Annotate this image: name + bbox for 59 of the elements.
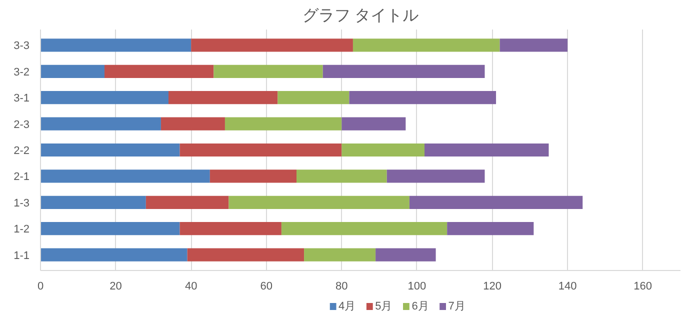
x-tick-label: 100 <box>408 280 426 292</box>
bar <box>224 117 342 130</box>
x-tick-label: 140 <box>558 280 577 292</box>
bar <box>180 222 282 236</box>
bar <box>146 196 229 209</box>
x-tick-label: 0 <box>37 280 44 292</box>
bar <box>386 170 485 183</box>
y-tick-label: 1-2 <box>14 224 30 236</box>
x-tick-label: 120 <box>483 280 502 292</box>
bar <box>40 143 180 157</box>
bar <box>104 64 214 78</box>
bar <box>349 91 496 104</box>
bar <box>278 91 350 104</box>
bar <box>214 64 323 78</box>
bar <box>40 91 168 104</box>
bar <box>40 64 104 78</box>
legend-label: 5月 <box>375 300 392 312</box>
bar <box>168 91 278 104</box>
bar <box>160 117 225 130</box>
bar <box>180 143 342 157</box>
bar <box>322 64 485 78</box>
x-tick-label: 60 <box>260 280 273 292</box>
bar <box>40 248 188 262</box>
bar <box>304 248 376 262</box>
bar <box>447 222 534 236</box>
bar <box>40 222 180 236</box>
bar <box>40 170 210 183</box>
x-tick-label: 20 <box>110 280 122 292</box>
bar <box>40 117 161 130</box>
bar <box>191 38 353 52</box>
bar <box>228 196 410 209</box>
bar <box>210 170 296 183</box>
bar <box>424 143 549 157</box>
y-tick-label: 2-1 <box>14 171 30 184</box>
bar <box>409 196 583 209</box>
bar <box>342 143 424 157</box>
bar <box>296 170 387 183</box>
y-tick-label: 3-2 <box>14 66 30 78</box>
y-tick-label: 2-2 <box>14 145 30 157</box>
bar <box>40 38 192 52</box>
y-tick-label: 1-3 <box>14 197 30 210</box>
bar <box>352 38 500 52</box>
legend-label: 4月 <box>338 300 356 312</box>
bar <box>281 222 448 236</box>
x-tick-label: 160 <box>634 280 652 292</box>
legend-label: 6月 <box>412 300 429 312</box>
legend-label: 7月 <box>448 300 466 312</box>
y-tick-label: 3-3 <box>14 40 30 52</box>
x-tick-label: 40 <box>184 280 198 292</box>
x-tick-label: 80 <box>336 280 348 292</box>
bar <box>40 196 146 209</box>
chart-title: グラフ タイトル <box>302 8 419 24</box>
bar <box>500 38 568 52</box>
y-tick-label: 3-1 <box>14 92 30 105</box>
y-tick-label: 1-1 <box>14 250 30 262</box>
bar <box>376 248 436 262</box>
y-tick-label: 2-3 <box>14 118 30 131</box>
bar <box>342 117 406 130</box>
bar <box>187 248 304 262</box>
